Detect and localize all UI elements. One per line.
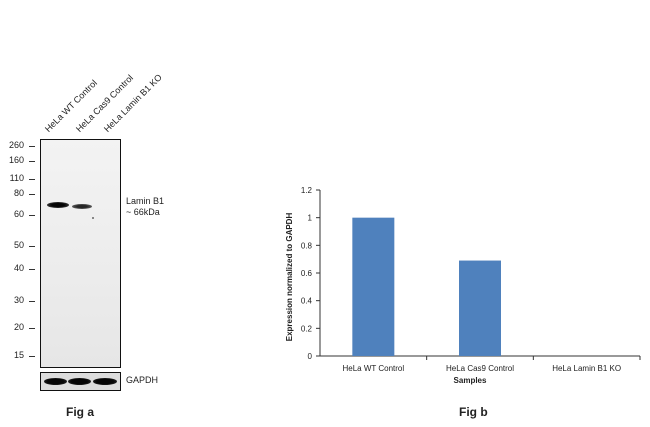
x-tick-label: HeLa Cas9 Control [446,364,514,373]
band-gapdh-cas9 [68,378,91,385]
western-blot-image [40,139,121,368]
band-gapdh-ko [93,378,117,385]
loading-control-label: GAPDH [126,375,159,385]
target-label-size: ~ 66kDa [126,207,160,217]
mw-marker-60: 60 [13,209,24,219]
band-lamin-b1-cas9 [72,204,92,209]
band-lamin-b1-wt [47,202,69,208]
band-speck [92,217,94,219]
y-tick-label: 0.4 [301,297,313,306]
mw-tick-60 [29,215,35,216]
mw-marker-30: 30 [13,295,24,305]
mw-marker-110: 110 [9,173,24,183]
y-tick-label: 1.2 [301,186,313,195]
mw-marker-160: 160 [8,155,24,165]
y-tick-label: 0 [308,352,313,361]
mw-tick-30 [29,301,35,302]
y-axis-title: Expression normalized to GAPDH [285,213,294,342]
mw-marker-15: 15 [13,350,24,360]
x-tick-label: HeLa Lamin B1 KO [552,364,621,373]
mw-tick-40 [29,269,35,270]
mw-tick-20 [29,328,35,329]
y-tick-label: 0.8 [301,241,313,250]
y-tick-label: 1 [308,214,313,223]
gapdh-blot-image [40,372,121,391]
lane-label-wt: HeLa WT Control [42,77,100,134]
y-tick-label: 0.6 [301,269,313,278]
mw-tick-50 [29,246,35,247]
mw-tick-110 [29,179,35,180]
fig-b-caption: Fig b [459,405,488,419]
y-tick-label: 0.2 [301,324,313,333]
band-gapdh-wt [44,378,67,385]
mw-marker-260: 260 [8,140,24,150]
bar-0 [352,217,395,356]
mw-marker-80: 80 [13,188,24,198]
bar-chart: 0 0.2 0.4 0.6 0.8 1 1.2 HeLa WT Control HeLa Cas… [285,186,641,385]
bar-1 [459,260,501,356]
mw-tick-260 [29,146,35,147]
mw-tick-80 [29,194,35,195]
target-label-name: Lamin B1 [126,196,165,206]
x-axis-title: Samples [454,376,487,385]
fig-a-caption: Fig a [66,405,95,419]
mw-tick-15 [29,356,35,357]
mw-tick-160 [29,161,35,162]
mw-marker-50: 50 [13,240,24,250]
mw-marker-40: 40 [13,263,24,273]
mw-marker-20: 20 [13,322,24,332]
x-tick-label: HeLa WT Control [343,364,405,373]
